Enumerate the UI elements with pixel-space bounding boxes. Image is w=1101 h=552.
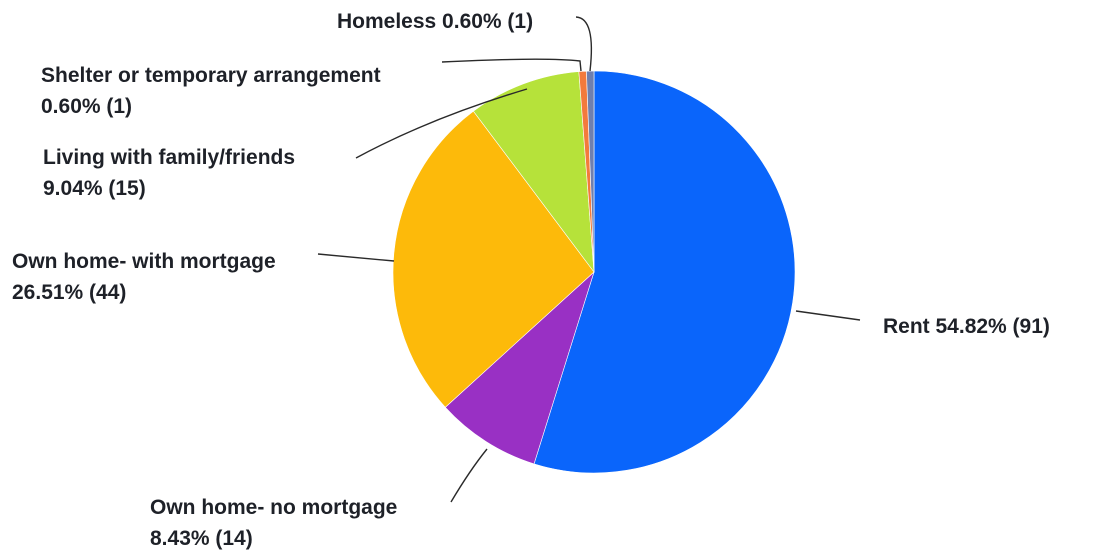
- slice-label-homeless: Homeless 0.60% (1): [337, 10, 533, 33]
- leader-line-rent: [795, 310, 861, 321]
- leader-line-own-home-no-mortgage: [450, 448, 488, 503]
- pie-slice-rent: [533, 70, 796, 474]
- pie-slice-own-home-no-mortgage: [444, 271, 595, 465]
- slice-label-living-with-family-friends: Living with family/friends 9.04% (15): [43, 146, 295, 200]
- pie-slices: [392, 70, 796, 474]
- pie-slice-living-with-family-friends: [472, 71, 595, 274]
- slice-label-line-1: Homeless 0.60% (1): [337, 10, 533, 33]
- slice-label-own-home-with-mortgage: Own home- with mortgage 26.51% (44): [12, 250, 276, 304]
- slice-label-line-2: 0.60% (1): [41, 95, 132, 118]
- slice-label-shelter-or-temporary-arrangement: Shelter or temporary arrangement 0.60% (1…: [41, 64, 381, 118]
- slice-label-line-1: Shelter or temporary arrangement: [41, 64, 381, 87]
- slice-label-line-1: Own home- with mortgage: [12, 250, 276, 273]
- slice-label-line-2: 9.04% (15): [43, 177, 146, 200]
- slice-labels: Rent 54.82% (91) Own home- no mortgage 8.4…: [12, 10, 1050, 550]
- pie-slice-homeless: [586, 70, 595, 273]
- slice-label-line-1: Living with family/friends: [43, 146, 295, 169]
- slice-label-line-1: Own home- no mortgage: [150, 496, 397, 519]
- leader-line-own-home-with-mortgage: [317, 253, 395, 262]
- slice-label-rent: Rent 54.82% (91): [883, 315, 1050, 338]
- slice-label-line-2: 26.51% (44): [12, 281, 126, 304]
- leader-line-living-with-family-friends: [355, 88, 528, 159]
- leader-lines: [317, 16, 861, 503]
- slice-label-line-2: 8.43% (14): [150, 527, 253, 550]
- leader-line-shelter-or-temporary-arrangement: [441, 58, 582, 72]
- slice-label-line-1: Rent 54.82% (91): [883, 315, 1050, 338]
- slice-label-own-home-no-mortgage: Own home- no mortgage 8.43% (14): [150, 496, 397, 550]
- leader-line-homeless: [575, 16, 593, 72]
- pie-slice-own-home-with-mortgage: [392, 110, 595, 408]
